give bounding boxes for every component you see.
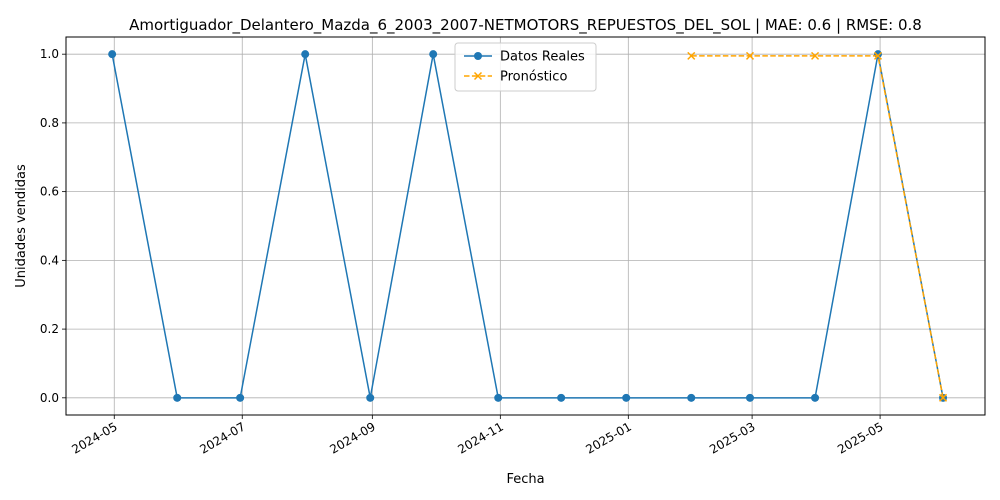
legend-label-pronostico: Pronóstico bbox=[500, 70, 567, 85]
data-point bbox=[108, 50, 117, 59]
data-point bbox=[687, 393, 696, 402]
series-line-0 bbox=[111, 53, 944, 399]
y-tick-label: 0.8 bbox=[40, 116, 59, 130]
legend-label-datos-reales: Datos Reales bbox=[500, 50, 585, 65]
data-point bbox=[494, 393, 503, 402]
legend-box bbox=[454, 42, 597, 92]
data-point-stroke-b bbox=[687, 51, 696, 60]
chart-title: Amortiguador_Delantero_Mazda_6_2003_2007… bbox=[129, 16, 922, 35]
y-axis-title: Unidades vendidas bbox=[14, 164, 29, 288]
y-tick-label: 0.6 bbox=[40, 185, 59, 199]
data-point bbox=[622, 393, 631, 402]
data-point bbox=[236, 393, 245, 402]
data-point-stroke-b bbox=[873, 51, 883, 60]
legend-x-marker-stroke-b bbox=[473, 71, 483, 81]
data-point bbox=[939, 393, 948, 402]
y-tick-label: 0.0 bbox=[40, 391, 59, 405]
data-point bbox=[745, 51, 755, 60]
data-point bbox=[811, 51, 820, 60]
data-point-stroke-b bbox=[811, 51, 820, 60]
data-point bbox=[873, 51, 883, 60]
y-tick-label: 0.2 bbox=[40, 322, 59, 336]
data-point bbox=[429, 50, 438, 59]
legend: Datos Reales Pronóstico bbox=[454, 42, 597, 92]
y-tick-label: 0.4 bbox=[40, 253, 59, 267]
data-point bbox=[811, 393, 820, 402]
data-point bbox=[301, 50, 310, 59]
y-axis: 0.0 0.2 0.4 0.6 0.8 1.0 bbox=[40, 47, 66, 405]
legend-marker-datos-reales bbox=[474, 52, 482, 60]
data-point bbox=[746, 393, 755, 402]
data-point-stroke-b bbox=[939, 393, 948, 402]
legend-marker-pronostico bbox=[473, 71, 483, 81]
data-point bbox=[873, 50, 882, 59]
data-point-stroke-b bbox=[745, 51, 755, 60]
data-point bbox=[366, 393, 375, 402]
x-axis-title: Fecha bbox=[506, 472, 544, 487]
plot-frame bbox=[65, 36, 986, 416]
series-1 bbox=[687, 51, 948, 402]
y-tick-label: 1.0 bbox=[40, 47, 59, 61]
data-point bbox=[687, 51, 696, 60]
series-layer bbox=[108, 50, 948, 402]
legend-item-pronostico: Pronóstico bbox=[464, 70, 567, 85]
data-point bbox=[173, 393, 182, 402]
legend-x-marker bbox=[473, 71, 483, 81]
data-point bbox=[557, 393, 566, 402]
legend-item-datos-reales: Datos Reales bbox=[464, 50, 585, 65]
